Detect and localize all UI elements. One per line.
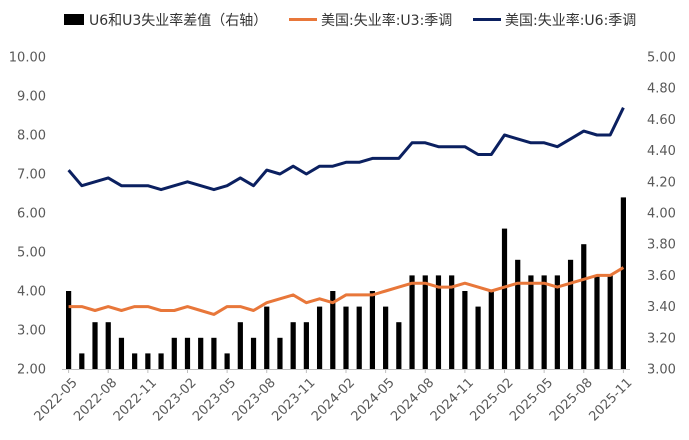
legend-swatch-bar <box>64 14 84 25</box>
bar-2025-11 <box>620 197 626 369</box>
bar-2024-07 <box>409 275 415 369</box>
bar-2025-01 <box>488 291 494 369</box>
left-tick-label: 4.00 <box>17 285 46 300</box>
x-tick-label: 2025-11 <box>586 375 635 424</box>
bar-2022-08 <box>105 322 111 369</box>
bar-2025-04 <box>528 275 534 369</box>
bar-2023-07 <box>250 337 257 369</box>
bar-2025-03 <box>515 259 521 369</box>
bar-2023-08 <box>264 306 270 369</box>
bar-2023-06 <box>237 322 243 369</box>
bar-2025-09 <box>594 275 600 369</box>
right-tick-label: 3.60 <box>647 269 676 284</box>
legend: U6和U3失业率差值（右轴） 美国:失业率:U3:季调 美国:失业率:U6:季调 <box>64 12 636 29</box>
right-tick-label: 4.00 <box>647 207 676 222</box>
bar-2023-05 <box>224 353 230 369</box>
bar-2024-05 <box>383 306 389 369</box>
bar-2024-10 <box>449 275 455 369</box>
bar-2025-05 <box>541 275 547 369</box>
bar-2025-06 <box>554 275 560 369</box>
right-tick-label: 3.20 <box>647 331 676 346</box>
bar-2022-06 <box>79 353 85 369</box>
left-tick-label: 6.00 <box>17 207 46 222</box>
right-tick-label: 4.80 <box>647 82 676 97</box>
right-axis: 3.00 3.20 3.40 3.60 3.80 4.00 4.20 4.40 4.60 4.80… <box>647 51 676 378</box>
bar-2023-03 <box>198 337 204 369</box>
bar-2024-01 <box>330 291 336 369</box>
bar-2024-12 <box>475 306 481 369</box>
bar-2025-07 <box>567 259 574 369</box>
right-tick-label: 4.60 <box>647 113 676 128</box>
legend-label-u3: 美国:失业率:U3:季调 <box>321 12 452 29</box>
bar-2022-09 <box>118 337 125 369</box>
bar-2023-09 <box>277 337 283 369</box>
left-tick-label: 2.00 <box>17 363 46 378</box>
right-tick-label: 4.40 <box>647 144 676 159</box>
bar-2022-07 <box>92 322 98 369</box>
bar-2024-08 <box>422 275 428 369</box>
left-tick-label: 3.00 <box>17 324 46 339</box>
left-axis: 2.00 3.00 4.00 5.00 6.00 7.00 8.00 9.00 10.00 <box>9 51 46 378</box>
bar-2023-01 <box>171 337 177 369</box>
right-tick-label: 3.80 <box>647 238 676 253</box>
right-tick-label: 3.40 <box>647 300 676 315</box>
bar-2025-08 <box>581 244 587 369</box>
bar-2024-09 <box>435 275 442 369</box>
line-u3 <box>68 266 625 316</box>
left-tick-label: 8.00 <box>17 129 46 144</box>
x-axis: 2022-052022-082022-112023-022023-052023-… <box>32 369 635 424</box>
bar-2024-11 <box>462 291 468 369</box>
bar-2022-10 <box>132 353 138 369</box>
bar-2022-11 <box>145 353 151 369</box>
bar-2024-02 <box>343 306 349 369</box>
bar-2025-10 <box>607 275 613 369</box>
bar-2023-02 <box>184 337 191 369</box>
right-tick-label: 3.00 <box>647 363 676 378</box>
bar-2023-04 <box>211 337 217 369</box>
right-tick-label: 5.00 <box>647 51 676 66</box>
bar-2024-03 <box>356 306 362 369</box>
bar-2023-11 <box>303 322 309 369</box>
left-tick-label: 10.00 <box>9 51 46 66</box>
left-tick-label: 5.00 <box>17 246 46 261</box>
bar-2023-12 <box>316 306 323 369</box>
legend-label-spread: U6和U3失业率差值（右轴） <box>89 12 267 29</box>
bar-2025-02 <box>501 228 508 369</box>
bars-spread <box>66 197 626 369</box>
bar-2022-12 <box>158 353 164 369</box>
bar-2023-10 <box>290 322 296 369</box>
left-tick-label: 9.00 <box>17 90 46 105</box>
legend-label-u6: 美国:失业率:U6:季调 <box>505 12 636 29</box>
line-u6 <box>67 107 625 192</box>
left-tick-label: 7.00 <box>17 168 46 183</box>
bar-2024-06 <box>396 322 402 369</box>
right-tick-label: 4.20 <box>647 175 676 190</box>
bar-2024-04 <box>369 291 376 369</box>
bar-2022-05 <box>66 291 72 369</box>
